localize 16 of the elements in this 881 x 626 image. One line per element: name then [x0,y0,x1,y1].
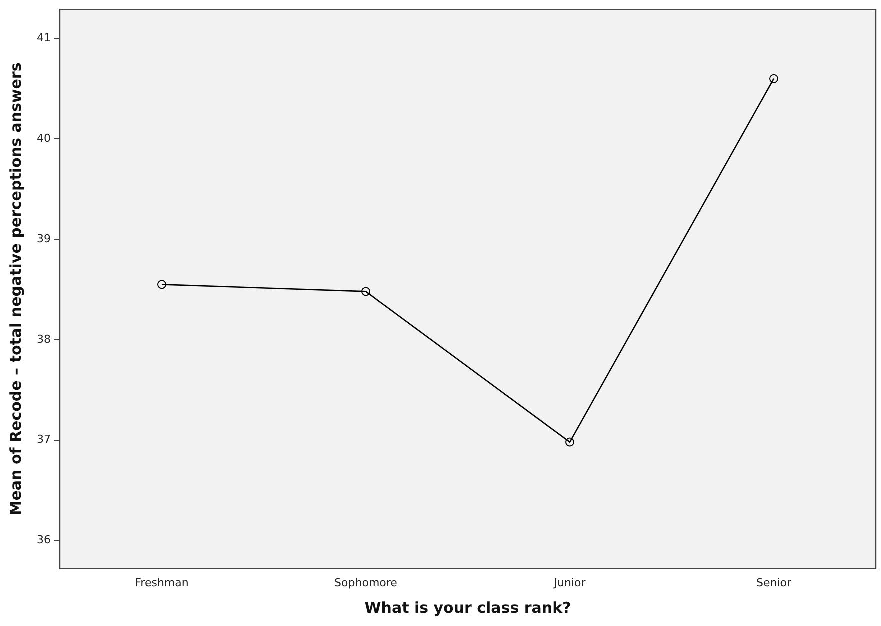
x-tick-label: Senior [756,576,792,590]
x-tick-label: Junior [553,576,586,590]
point [566,438,574,447]
y-tick-label: 37 [36,433,51,446]
y-tick-label: 36 [36,534,51,547]
y-tick-label: 41 [36,32,51,45]
y-tick-label: 39 [36,232,51,246]
x-axis-title: What is your class rank? [364,598,572,617]
x-tick-label: Sophomore [334,576,398,590]
point [362,287,370,296]
y-tick-label: 40 [36,132,51,145]
x-tick-label: Freshman [135,576,189,590]
y-axis-title: Mean of Recode – total negative perceptions answers [6,62,25,516]
point [770,74,778,84]
y-tick-label: 38 [36,332,51,346]
point [158,280,166,290]
